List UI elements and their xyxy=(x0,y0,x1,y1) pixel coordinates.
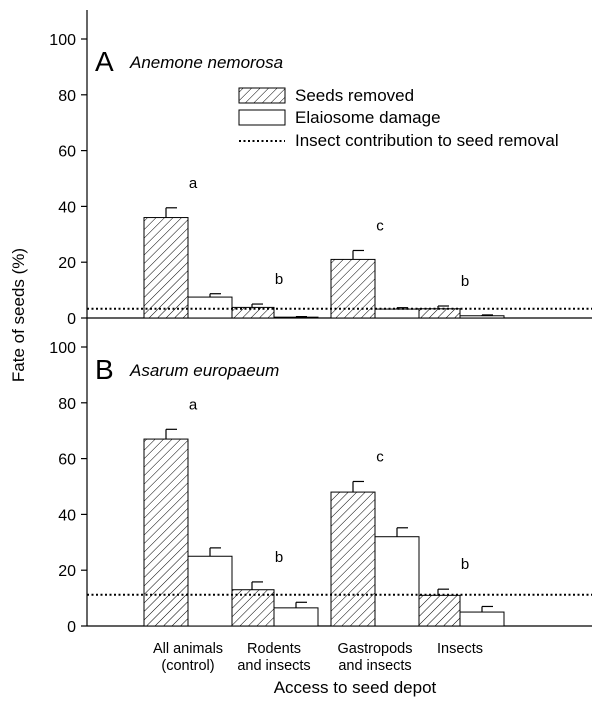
panel-b: 0 20 40 60 80 100 a b c b B Asarum europaeum xyxy=(49,318,592,636)
legend: Seeds removed Elaiosome damage Insect co… xyxy=(238,86,559,150)
y-tick-label: 20 xyxy=(58,563,76,580)
bar-elaiosome-damage xyxy=(374,308,420,319)
x-category-label: (control) xyxy=(161,658,214,674)
legend-swatch-seeds-removed xyxy=(238,87,286,104)
bar-elaiosome-damage xyxy=(459,611,505,627)
panel-letter: B xyxy=(95,354,114,385)
bar-elaiosome-damage xyxy=(273,316,319,319)
panel-a: 0 20 40 60 80 100 a b c b A Anemone nemorosa xyxy=(49,10,592,328)
bar-seeds-removed xyxy=(143,217,189,319)
significance-letters: a b c b xyxy=(189,396,469,573)
significance-letters: a b c b xyxy=(189,175,469,290)
y-tick-label: 100 xyxy=(49,340,76,357)
bars xyxy=(143,207,505,319)
legend-swatch-elaiosome-damage xyxy=(238,109,286,126)
x-category-label: Rodents xyxy=(247,641,301,657)
bar-seeds-removed xyxy=(415,308,461,319)
y-tick-label: 100 xyxy=(49,32,76,49)
bar-seeds-removed xyxy=(415,594,461,627)
bar-elaiosome-damage xyxy=(374,536,420,627)
panel-letter: A xyxy=(95,46,114,77)
y-ticks: 0 20 40 60 80 100 xyxy=(49,32,87,328)
significance-letter: b xyxy=(275,271,283,288)
bar-elaiosome-damage xyxy=(187,296,233,319)
y-tick-label: 80 xyxy=(58,88,76,105)
y-tick-label: 80 xyxy=(58,396,76,413)
species-name: Asarum europaeum xyxy=(129,361,279,380)
bar-elaiosome-damage xyxy=(273,607,319,627)
y-tick-label: 40 xyxy=(58,199,76,216)
y-tick-label: 60 xyxy=(58,452,76,469)
legend-label-insect-contribution: Insect contribution to seed removal xyxy=(295,131,559,150)
x-category-label: Gastropods xyxy=(338,641,413,657)
bar-seeds-removed xyxy=(330,491,376,627)
legend-label-elaiosome-damage: Elaiosome damage xyxy=(295,108,441,127)
bar-seeds-removed xyxy=(143,438,189,627)
bars xyxy=(143,428,505,627)
significance-letter: a xyxy=(189,175,198,192)
y-tick-label: 60 xyxy=(58,144,76,161)
legend-label-seeds-removed: Seeds removed xyxy=(295,86,414,105)
x-category-label: Insects xyxy=(437,641,483,657)
y-ticks: 0 20 40 60 80 100 xyxy=(49,340,87,636)
y-tick-label: 40 xyxy=(58,507,76,524)
significance-letter: a xyxy=(189,396,198,413)
x-category-label: and insects xyxy=(338,658,411,674)
significance-letter: c xyxy=(376,448,384,465)
x-category-label: All animals xyxy=(153,641,223,657)
significance-letter: b xyxy=(461,556,469,573)
bar-elaiosome-damage xyxy=(187,555,233,627)
y-tick-label: 0 xyxy=(67,311,76,328)
x-category-label: and insects xyxy=(237,658,310,674)
y-tick-label: 20 xyxy=(58,255,76,272)
significance-letter: b xyxy=(461,273,469,290)
significance-letter: b xyxy=(275,549,283,566)
bar-seeds-removed xyxy=(229,589,275,627)
species-name: Anemone nemorosa xyxy=(129,53,283,72)
x-axis-label: Access to seed depot xyxy=(274,678,437,697)
y-tick-label: 0 xyxy=(67,619,76,636)
y-axis-label: Fate of seeds (%) xyxy=(9,248,28,382)
significance-letter: c xyxy=(376,217,384,234)
bar-elaiosome-damage xyxy=(459,315,505,319)
